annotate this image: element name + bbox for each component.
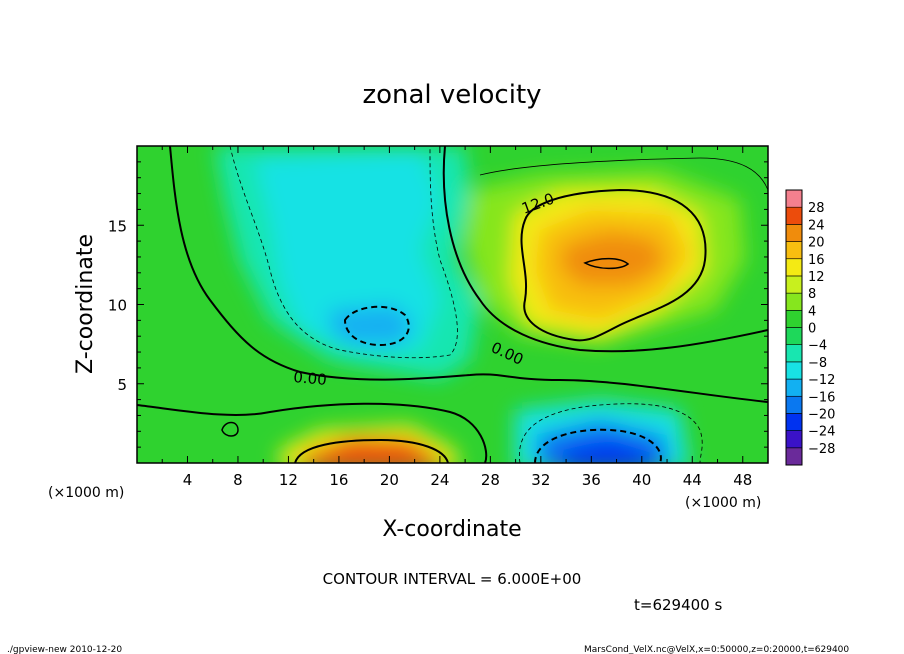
colorbar-swatch [785,413,803,431]
y-tick-label: 5 [117,376,127,394]
footer-right: MarsCond_VelX.nc@VelX,x=0:50000,z=0:2000… [584,645,849,654]
colorbar-swatch [785,224,803,242]
colorbar-label: 28 [808,201,825,216]
field-region-blue-left [330,305,415,345]
colorbar-label: −28 [808,442,835,457]
contour-thin-dashed-left [229,146,458,359]
x-axis-unit-left: (×1000 m) [48,485,124,501]
colorbar-frame [785,189,803,466]
colorbar-swatch [785,361,803,380]
colorbar-label: 12 [808,270,825,285]
colorbar-label: −16 [808,390,835,405]
x-tick-label: 4 [183,471,193,489]
x-axis-label: X-coordinate [382,517,521,542]
field-region-darkblue-bottom [560,440,650,463]
colorbar-label: 24 [808,218,825,233]
contour-lines [137,146,768,463]
contour-negative-bottom [534,428,662,463]
colorbar-label: −24 [808,425,835,440]
colorbar-label: −8 [808,356,827,371]
y-axis-ticks: 5 10 15 [108,161,768,448]
colorbar: 28 24 20 16 12 8 4 0 −4 −8 −12 −16 −20 −24 −28 [785,189,835,466]
colorbar-swatch [785,189,803,208]
colorbar-swatch [785,430,803,449]
colorbar-swatch [785,275,803,294]
colorbar-label: 8 [808,287,816,302]
colorbar-swatch [785,206,803,225]
contour-interval-text: CONTOUR INTERVAL = 6.000E+00 [323,570,582,588]
x-tick-label: 44 [683,471,702,489]
x-tick-label: 48 [733,471,752,489]
colorbar-label: −4 [808,339,827,354]
x-tick-label: 16 [329,471,348,489]
x-tick-label: 8 [233,471,243,489]
color-field [215,146,745,463]
contour-max [583,257,630,270]
colorbar-label: 0 [808,322,816,337]
x-tick-label: 20 [380,471,399,489]
colorbar-label: −20 [808,407,835,422]
contour-zero-left [169,146,768,403]
x-axis-ticks: 4 8 12 16 20 24 28 32 36 40 44 48 [161,146,752,489]
contour-twelve [520,188,707,342]
contour-negative-left [343,305,410,347]
colorbar-label: 4 [808,304,816,319]
colorbar-swatch [785,447,803,466]
colorbar-label: −12 [808,373,835,388]
x-tick-label: 36 [582,471,601,489]
colorbar-swatch [785,378,803,397]
x-tick-label: 12 [279,471,298,489]
y-axis-label: Z-coordinate [73,234,98,374]
contour-bottom-positive [294,438,449,463]
colorbar-label: 16 [808,253,825,268]
field-region-lightblue-left [255,150,440,355]
contour-label-zero-left: 0.00 [293,368,328,389]
plot-area [137,146,768,463]
colorbar-label: 20 [808,236,825,251]
x-tick-label: 24 [430,471,449,489]
contour-thin-solid-right [479,157,768,191]
chart-title: zonal velocity [362,80,541,110]
y-tick-label: 10 [108,297,127,315]
x-axis-unit-right: (×1000 m) [685,495,761,511]
colorbar-swatch [785,344,803,363]
colorbar-swatch [785,395,803,414]
colorbar-swatch [785,310,803,328]
colorbar-swatch [785,327,803,345]
colorbar-swatch [785,292,803,311]
x-tick-label: 32 [531,471,550,489]
footer-left: ./gpview-new 2010-12-20 [7,645,122,654]
field-region-orange-bottom [302,438,440,463]
x-tick-label: 28 [481,471,500,489]
y-tick-label: 15 [108,217,127,235]
contour-zero-bottom [137,402,488,463]
colorbar-swatch [785,241,803,260]
contour-small-loop [221,421,239,437]
contour-zero-mid [442,146,768,353]
contour-thin-dashed-bottom [518,403,703,463]
x-tick-label: 40 [632,471,651,489]
colorbar-swatch [785,258,803,277]
time-text: t=629400 s [634,596,722,614]
